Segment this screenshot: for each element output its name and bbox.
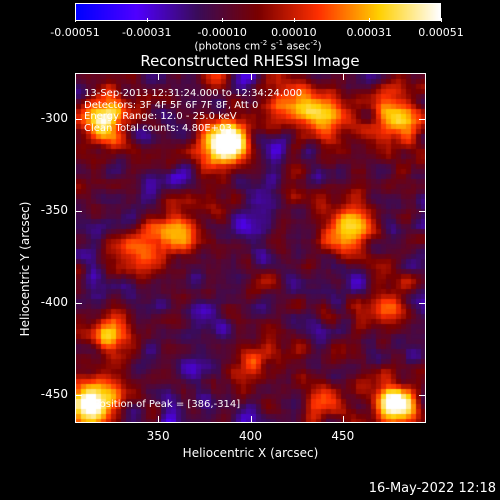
plot-title: Reconstructed RHESSI Image: [140, 52, 360, 70]
colorbar-tick: [293, 18, 295, 22]
y-tick-mark: [75, 395, 82, 397]
colorbar-tick: [369, 18, 371, 22]
x-tick-mark: [250, 416, 252, 423]
x-axis-label: Heliocentric X (arcsec): [182, 446, 319, 460]
annotation-detectors: Detectors: 3F 4F 5F 6F 7F 8F, Att 0: [84, 99, 259, 111]
heatmap-plot: 13-Sep-2013 12:31:24.000 to 12:34:24.000…: [75, 73, 426, 423]
colorbar-tick-label: -0.00010: [197, 26, 247, 39]
timestamp: 16-May-2022 12:18: [368, 481, 496, 496]
annotation-clean-counts: Clean Total counts: 4.80E+03: [84, 122, 232, 134]
x-tick-label: 350: [146, 429, 170, 443]
colorbar: [75, 3, 441, 21]
colorbar-tick-label: 0.00010: [271, 26, 317, 39]
heatmap-image: [76, 74, 425, 422]
colorbar-tick-label: 0.00051: [418, 26, 464, 39]
y-tick-mark: [75, 303, 82, 305]
x-tick-label: 450: [331, 429, 355, 443]
colorbar-tick-label: -0.00051: [50, 26, 100, 39]
y-tick-mark: [419, 211, 426, 213]
colorbar-tick: [75, 18, 76, 22]
y-tick-mark: [419, 119, 426, 121]
x-tick-mark: [342, 416, 344, 423]
colorbar-tick: [441, 18, 442, 22]
y-tick-mark: [75, 119, 82, 121]
colorbar-gradient: [76, 4, 440, 20]
colorbar-tick-label: 0.00031: [346, 26, 392, 39]
x-tick-mark: [158, 416, 160, 423]
annotation-time-range: 13-Sep-2013 12:31:24.000 to 12:34:24.000: [84, 88, 303, 99]
y-axis-label: Heliocentric Y (arcsec): [18, 201, 32, 337]
y-tick-label: -400: [40, 295, 68, 310]
x-tick-mark: [158, 73, 160, 80]
y-tick-mark: [419, 395, 426, 397]
colorbar-tick-label: -0.00031: [122, 26, 172, 39]
x-tick-label: 400: [239, 429, 262, 443]
x-tick-mark: [342, 73, 344, 80]
y-tick-mark: [75, 211, 82, 213]
annotation-energy-range: Energy Range: 12.0 - 25.0 keV: [84, 111, 237, 122]
x-tick-mark: [250, 73, 252, 80]
y-tick-label: -350: [40, 203, 68, 218]
y-tick-label: -300: [40, 111, 68, 126]
colorbar-tick: [222, 18, 224, 22]
y-tick-mark: [419, 303, 426, 305]
colorbar-units: (photons cm-2 s-1 asec-2): [194, 39, 322, 53]
y-tick-label: -450: [40, 387, 68, 402]
colorbar-tick: [146, 18, 148, 22]
annotation-peak-position: Position of Peak = [386,-314]: [94, 399, 241, 410]
